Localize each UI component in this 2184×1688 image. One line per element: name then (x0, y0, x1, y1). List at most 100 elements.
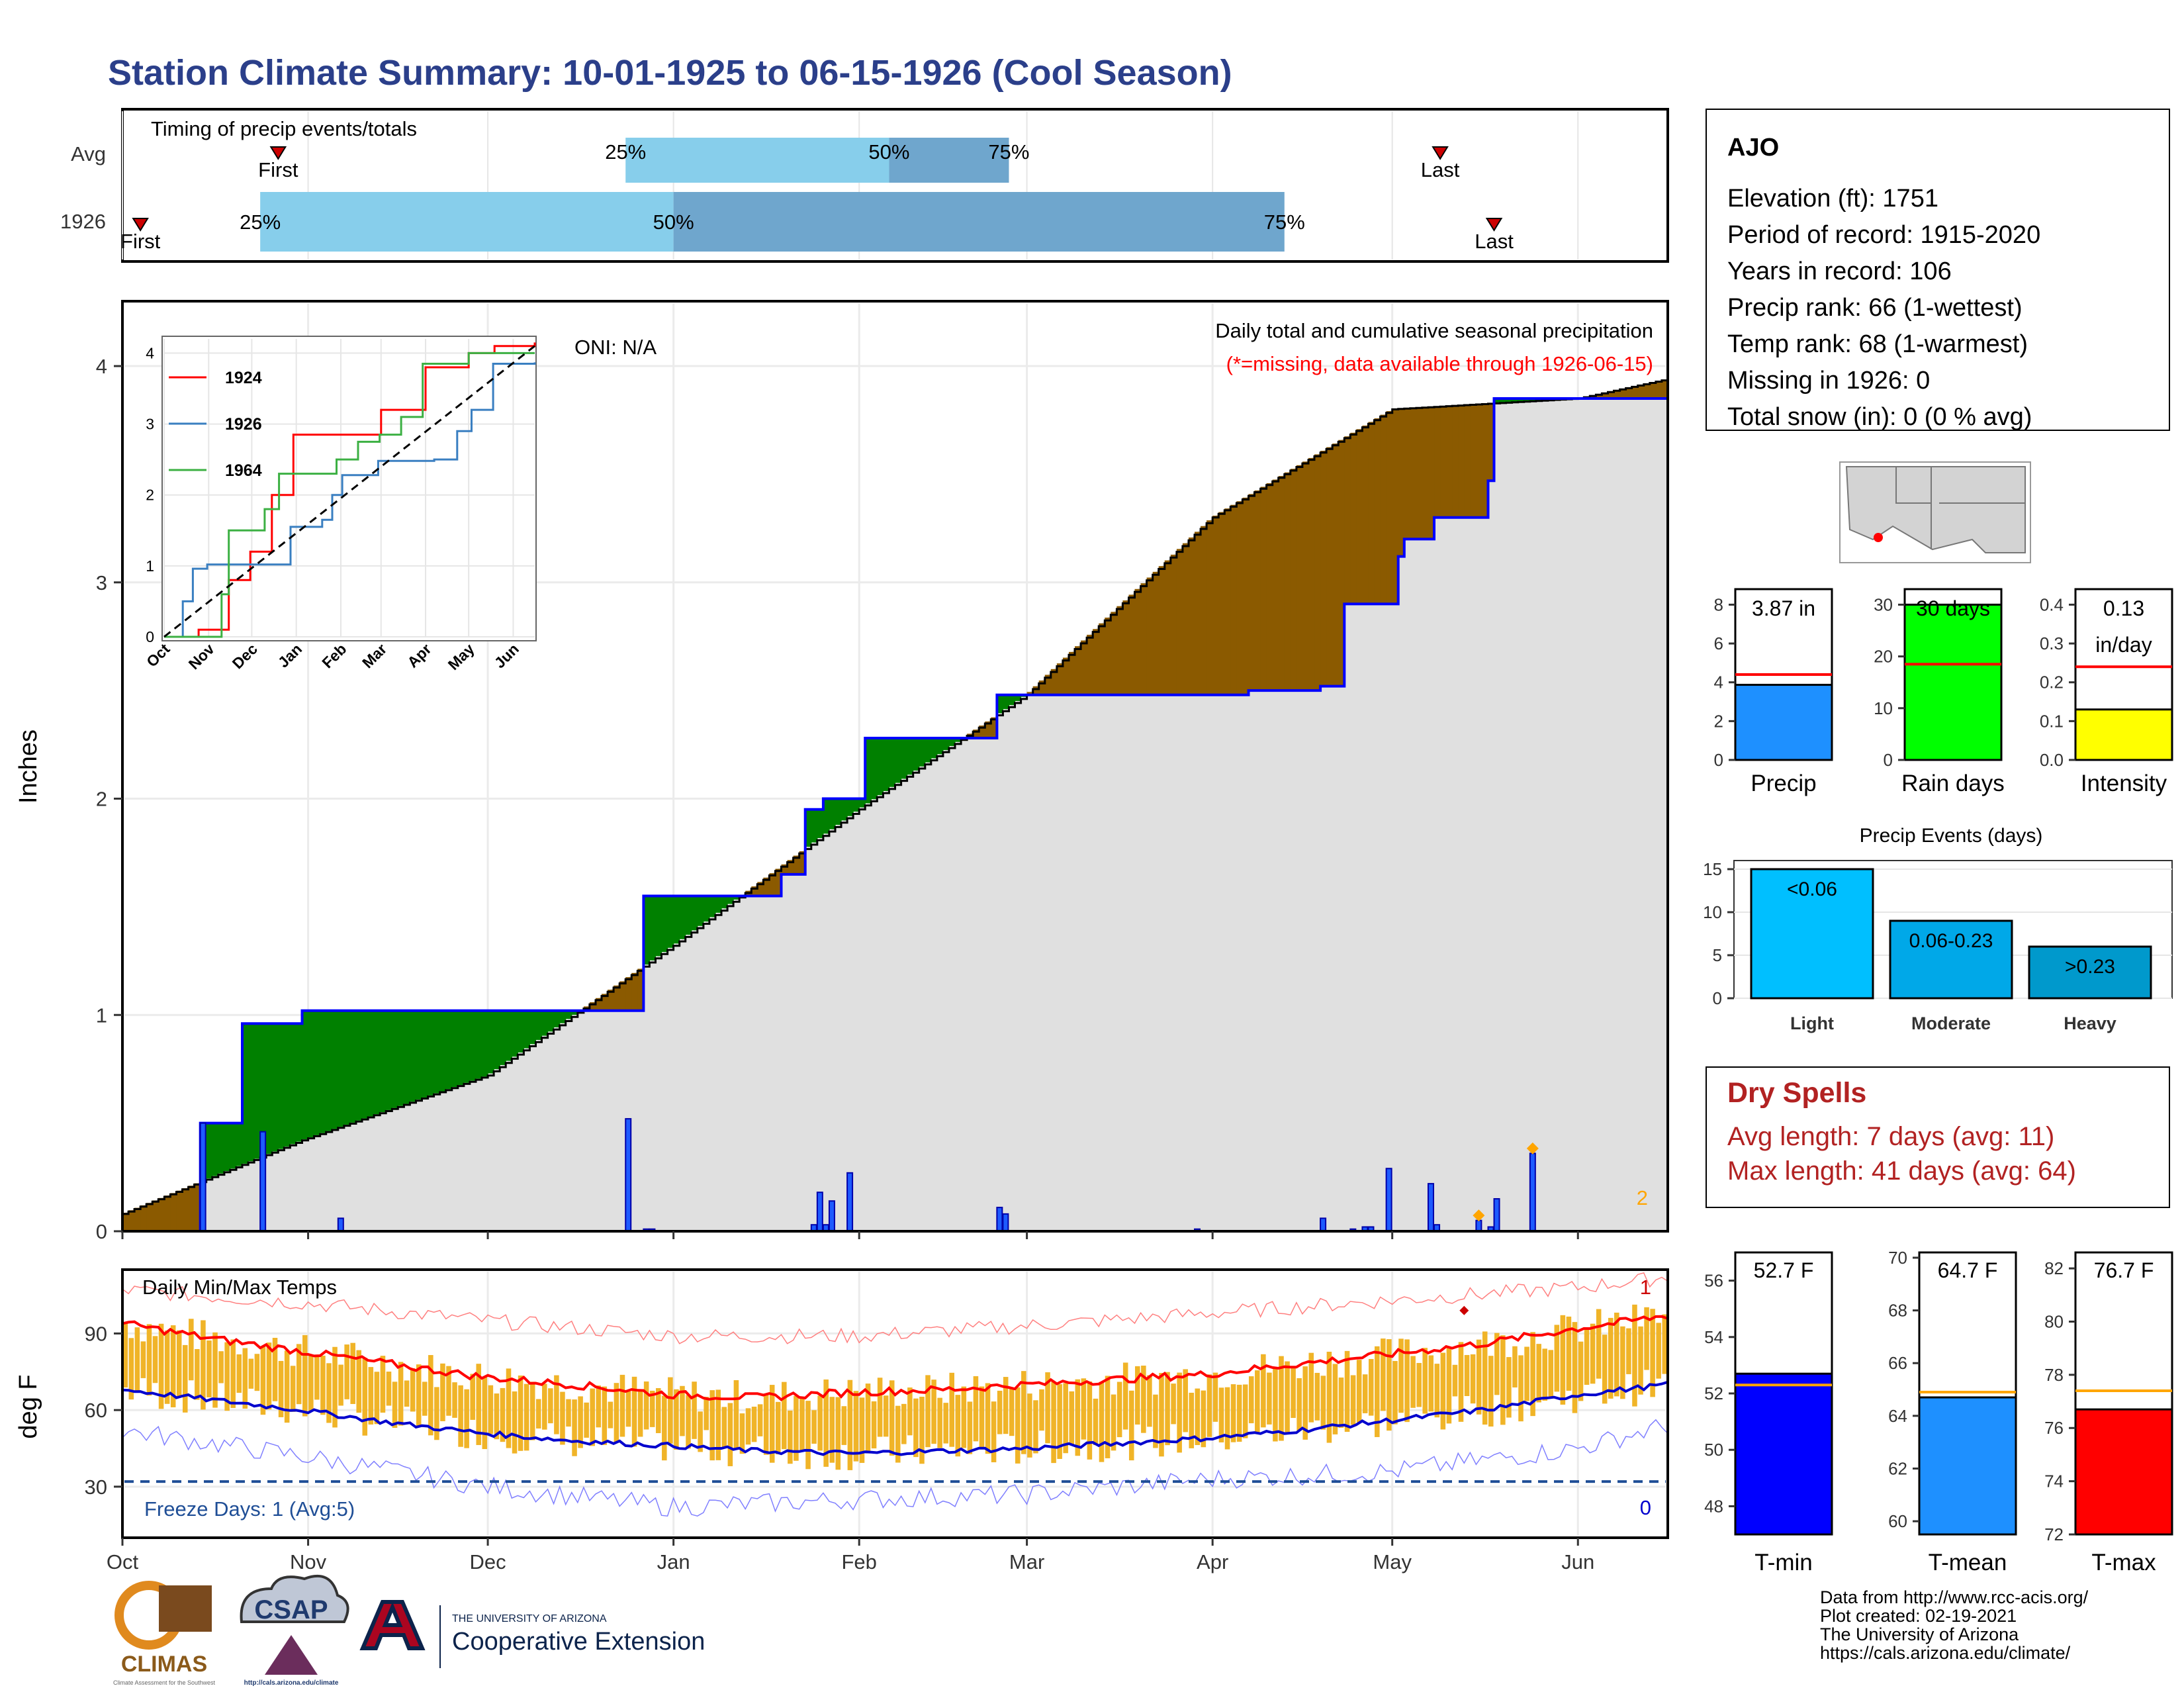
daily-temp-bar (296, 1344, 302, 1405)
below-avg-fill (1643, 383, 1651, 399)
temp-panel-frame (121, 1268, 1669, 1539)
temp-bar-tick-label: 70 (1888, 1248, 1907, 1268)
daily-temp-bar (1440, 1352, 1446, 1430)
quartile-label-25: 25% (605, 140, 646, 164)
above-avg-fill (547, 1010, 555, 1032)
quartile-label-25: 25% (240, 211, 281, 234)
daily-temp-bar (649, 1390, 655, 1427)
above-avg-fill (326, 1010, 333, 1131)
temp-bar-tick-label: 72 (2044, 1524, 2064, 1544)
precip-y-tick-label: 1 (96, 1004, 107, 1027)
inset-y-tick-label: 3 (146, 416, 154, 433)
daily-temp-bar (183, 1344, 188, 1413)
footer-credits: Data from http://www.rcc-acis.org/ Plot … (1820, 1587, 2089, 1663)
summary-bar (1734, 684, 1833, 761)
station-line: Elevation (ft): 1751 (1727, 185, 1938, 212)
daily-temp-bar (853, 1391, 859, 1462)
temp-count-top: 1 (1640, 1276, 1651, 1299)
daily-temp-bar (1255, 1370, 1260, 1434)
daily-temp-bar (572, 1399, 577, 1456)
below-avg-fill (619, 981, 626, 1011)
daily-temp-bar (176, 1330, 182, 1397)
daily-temp-bar (164, 1330, 170, 1404)
daily-temp-bar (1285, 1361, 1290, 1434)
daily-temp-bar (727, 1403, 733, 1466)
summary-tick-label: 6 (1714, 633, 1723, 653)
summary-tick-label: 20 (1874, 647, 1893, 667)
below-avg-fill (625, 977, 632, 1011)
below-avg-fill (1422, 407, 1429, 539)
csap-url: http://cals.arizona.edu/climate (244, 1679, 339, 1687)
daily-temp-bar (1530, 1332, 1535, 1417)
above-avg-fill (721, 896, 728, 909)
above-avg-fill (667, 896, 674, 948)
footer-line: Data from http://www.rcc-acis.org/ (1820, 1587, 2089, 1607)
above-avg-fill (841, 798, 848, 821)
quartile-label-75: 75% (1264, 211, 1305, 234)
daily-temp-bar (535, 1399, 541, 1429)
daily-temp-bar (608, 1401, 614, 1429)
below-avg-fill (1158, 566, 1165, 695)
daily-temp-bar (1057, 1384, 1062, 1459)
above-avg-fill (1529, 399, 1537, 401)
below-avg-fill (1332, 444, 1339, 686)
avg-cumulative-line (122, 379, 1669, 1215)
below-avg-fill (1314, 454, 1321, 691)
daily-temp-bar (643, 1381, 649, 1430)
dry-spells: Dry Spells Avg length: 7 days (avg: 11) … (1706, 1066, 2170, 1208)
daily-temp-bar (278, 1360, 284, 1417)
above-avg-fill (343, 1010, 351, 1125)
daily-temp-bar (195, 1348, 200, 1400)
month-tick-label: Jun (1561, 1550, 1594, 1573)
daily-temp-bar (625, 1391, 631, 1427)
station-line: Total snow (in): 0 (0 % avg) (1727, 403, 2032, 431)
avg-min-line (122, 1380, 1668, 1456)
below-avg-fill (775, 868, 782, 896)
daily-temp-bar (1248, 1376, 1254, 1424)
daily-temp-bar (1644, 1307, 1649, 1370)
summary-bar-label: Intensity (2081, 771, 2167, 796)
above-avg-fill (661, 896, 668, 953)
daily-temp-bar (1452, 1364, 1458, 1397)
daily-temp-bar (1015, 1387, 1021, 1464)
daily-temp-bar (1291, 1366, 1296, 1419)
below-avg-fill (1458, 405, 1465, 518)
below-avg-fill (1195, 532, 1201, 695)
daily-temp-bar (326, 1363, 332, 1423)
inset-y-tick-label: 2 (146, 487, 154, 504)
above-avg-fill (565, 1010, 572, 1019)
temp-summary-bar (1918, 1396, 2017, 1536)
above-avg-fill (805, 809, 812, 847)
below-avg-fill (1308, 457, 1315, 691)
below-avg-fill (602, 994, 608, 1011)
timing-rows: 25% 50% 75% First Last 25% 50% 75% First Last (120, 138, 1514, 253)
below-avg-fill (1236, 501, 1244, 695)
timing-row-label-1926: 1926 (60, 210, 106, 233)
map-region (1845, 466, 2026, 553)
below-avg-fill (1266, 483, 1273, 691)
above-avg-fill (709, 896, 716, 917)
events-tick-label: 0 (1713, 988, 1722, 1008)
daily-temp-bar (332, 1346, 338, 1428)
below-avg-fill (1176, 549, 1183, 695)
above-avg-fill (942, 738, 950, 751)
daily-temp-bar (518, 1375, 523, 1451)
daily-temp-bar (1171, 1383, 1176, 1425)
above-avg-fill (494, 1010, 500, 1070)
above-avg-fill (1494, 399, 1501, 404)
daily-temp-bar (841, 1406, 847, 1445)
quartile-label-50: 50% (653, 211, 694, 234)
dry-spells-box (1706, 1066, 2170, 1208)
event-bar-label: 0.06-0.23 (1909, 930, 1993, 952)
below-avg-fill (1068, 651, 1075, 695)
summary-tick-label: 0.1 (2040, 711, 2064, 731)
summary-bar-label: Rain days (1901, 771, 2005, 796)
daily-temp-bar (1033, 1400, 1038, 1454)
above-avg-fill (212, 1123, 219, 1176)
above-avg-fill (236, 1123, 243, 1166)
daily-temp-bar (943, 1403, 948, 1444)
daily-temp-bar (398, 1362, 404, 1426)
precip-y-tick-label: 2 (96, 788, 107, 811)
below-avg-fill (1081, 640, 1087, 695)
